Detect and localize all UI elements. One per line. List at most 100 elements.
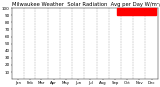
Point: [128, 61, 130, 63]
Point: [117, 51, 120, 53]
Point: [40, 24, 42, 25]
Point: [28, 36, 31, 38]
Point: [55, 47, 57, 49]
Point: [22, 42, 24, 43]
Point: [133, 28, 136, 29]
Point: [137, 56, 139, 58]
Point: [106, 57, 109, 59]
Point: [145, 35, 148, 36]
Point: [71, 78, 73, 79]
Point: [119, 48, 122, 49]
Point: [112, 62, 115, 63]
Point: [80, 69, 82, 71]
Point: [122, 64, 124, 66]
Point: [37, 55, 40, 56]
Point: [38, 23, 41, 24]
Point: [127, 60, 130, 61]
Point: [13, 43, 16, 44]
Point: [99, 56, 102, 57]
Point: [130, 52, 132, 54]
Point: [103, 61, 106, 63]
Point: [68, 64, 71, 65]
Point: [88, 72, 90, 73]
Point: [153, 59, 156, 60]
Point: [29, 49, 32, 51]
Point: [103, 71, 105, 72]
Point: [108, 75, 111, 76]
Point: [43, 39, 46, 40]
Point: [155, 29, 157, 30]
Point: [92, 78, 94, 79]
Point: [58, 61, 60, 63]
Point: [145, 58, 147, 60]
Point: [72, 69, 75, 70]
Point: [93, 60, 96, 62]
Point: [61, 50, 64, 52]
Point: [142, 31, 144, 33]
Point: [92, 54, 95, 55]
Point: [23, 39, 26, 41]
Point: [42, 52, 44, 54]
Point: [52, 47, 55, 48]
Point: [73, 65, 76, 66]
Point: [153, 66, 156, 68]
Point: [14, 23, 16, 24]
Point: [27, 34, 29, 35]
Point: [145, 40, 148, 41]
Point: [156, 45, 158, 47]
Point: [41, 34, 44, 35]
Point: [146, 41, 148, 42]
Point: [112, 53, 114, 54]
Point: [32, 40, 34, 42]
Point: [115, 78, 118, 79]
Point: [148, 46, 150, 47]
Point: [22, 36, 25, 37]
Point: [126, 45, 129, 46]
Point: [46, 26, 48, 27]
Point: [25, 37, 27, 39]
Point: [128, 54, 131, 56]
Point: [52, 50, 54, 51]
Point: [63, 61, 65, 62]
Point: [138, 55, 141, 57]
Point: [81, 63, 84, 65]
Point: [125, 48, 128, 49]
Point: [144, 52, 147, 53]
Point: [67, 66, 69, 68]
Point: [16, 37, 19, 38]
Point: [151, 11, 153, 12]
Point: [150, 31, 152, 32]
Point: [24, 63, 27, 64]
Point: [111, 58, 113, 59]
Text: ·: ·: [124, 10, 125, 14]
Point: [32, 49, 35, 50]
Point: [95, 55, 98, 57]
Point: [72, 46, 75, 48]
Point: [120, 46, 123, 47]
Point: [153, 36, 155, 38]
Point: [140, 42, 142, 44]
Point: [64, 54, 66, 55]
Point: [42, 66, 45, 68]
Point: [12, 36, 15, 37]
Point: [82, 76, 85, 77]
Point: [95, 56, 98, 58]
Point: [135, 60, 138, 61]
Point: [23, 23, 25, 24]
Point: [18, 65, 20, 66]
Point: [134, 64, 137, 66]
Point: [44, 40, 46, 41]
Text: ·: ·: [143, 10, 144, 14]
Point: [13, 36, 15, 37]
Point: [36, 49, 38, 51]
Point: [141, 26, 144, 28]
Point: [110, 56, 112, 57]
Point: [120, 52, 123, 53]
Point: [124, 58, 127, 60]
Point: [36, 50, 39, 51]
Point: [118, 47, 121, 48]
Point: [127, 50, 130, 51]
Point: [115, 66, 117, 67]
Point: [35, 64, 37, 66]
Point: [12, 60, 15, 61]
